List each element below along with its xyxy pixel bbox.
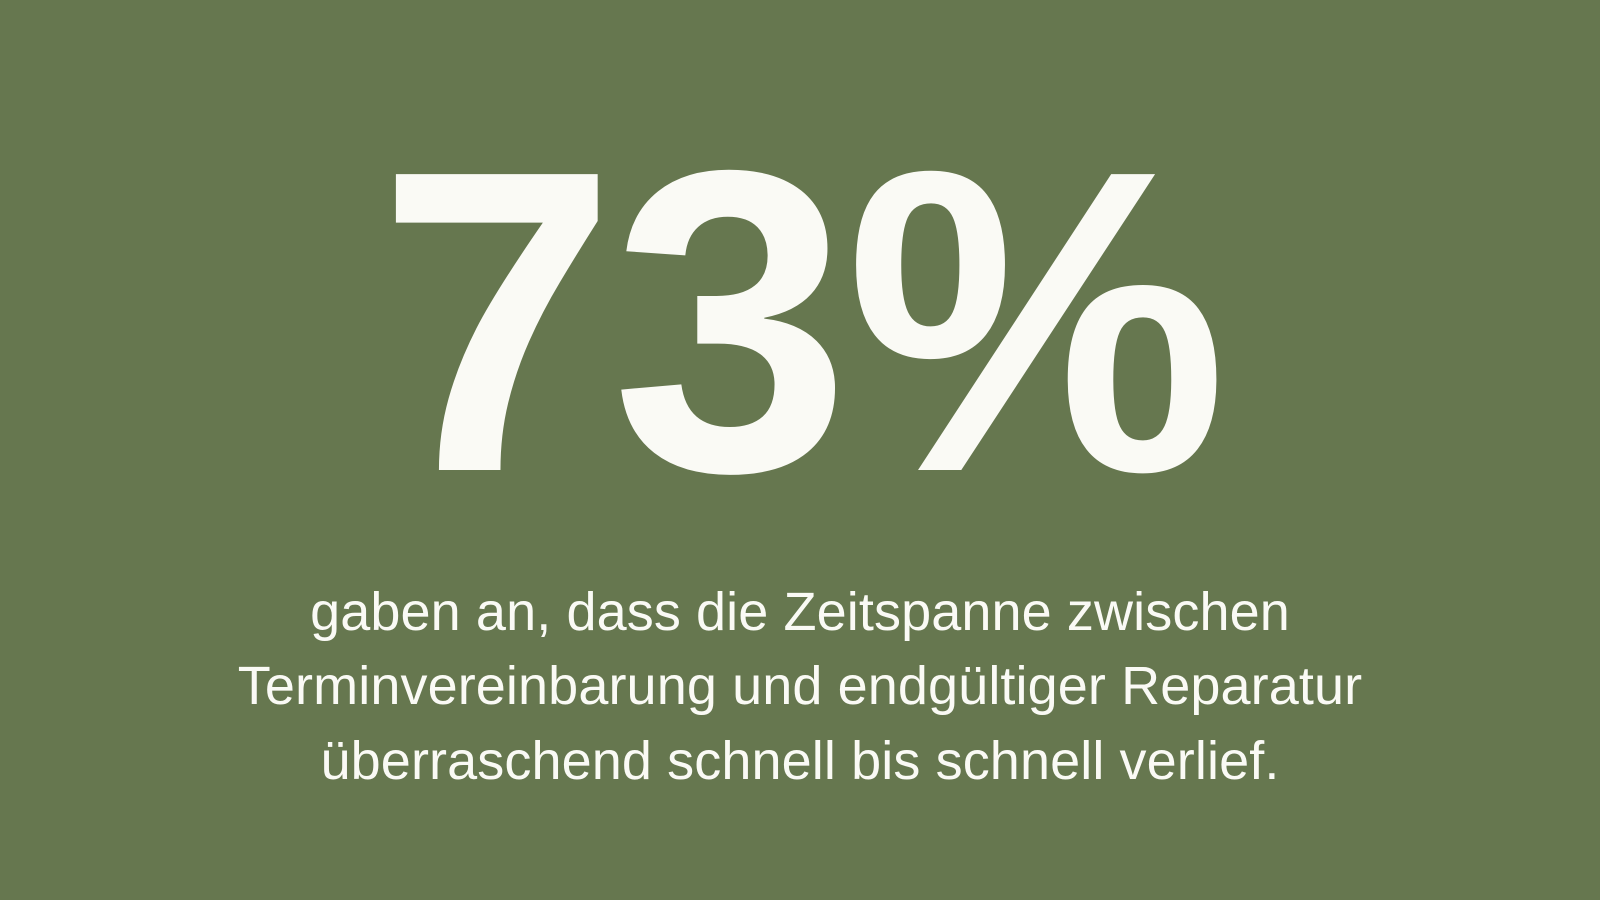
stat-description-line-3: überraschend schnell bis schnell verlief…	[320, 730, 1280, 791]
stat-description-line-1: gaben an, dass die Zeitspanne zwischen	[310, 581, 1290, 642]
stat-value: 73%	[377, 81, 1227, 562]
stat-description-line-2: Terminvereinbarung und endgültiger Repar…	[237, 656, 1363, 717]
stat-description: gaben an, dass die Zeitspanne zwischen T…	[238, 575, 1362, 799]
